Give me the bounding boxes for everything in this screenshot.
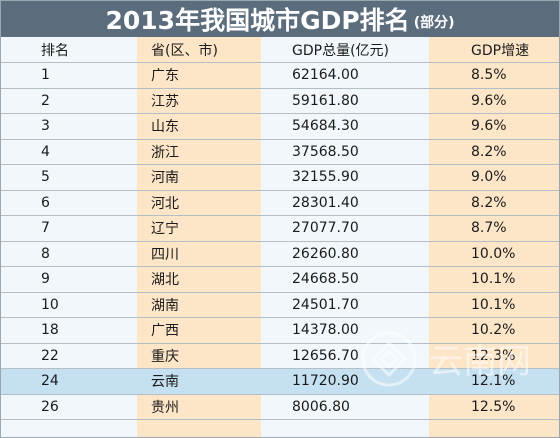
cell-gdp: 8006.80 — [292, 398, 350, 415]
table-row: 22 重庆 12656.70 12.3% — [1, 344, 559, 369]
cell-rank: 18 — [41, 322, 59, 339]
cell-rank: 26 — [41, 398, 59, 415]
cell-growth: 10.1% — [471, 271, 516, 288]
header-rank: 排名 — [41, 42, 69, 59]
title-bar: 2013年我国城市GDP排名 (部分) — [1, 1, 559, 37]
cell-gdp: 54684.30 — [292, 118, 359, 135]
cell-rank: 5 — [41, 169, 50, 186]
cell-region: 四川 — [151, 246, 179, 263]
cell-rank: 2 — [41, 92, 50, 109]
cell-region: 广西 — [151, 323, 179, 340]
cell-region: 浙江 — [151, 144, 179, 161]
cell-gdp: 27077.70 — [292, 220, 359, 237]
cell-rank: 10 — [41, 296, 59, 313]
cell-region: 河南 — [151, 170, 179, 187]
header-gdp: GDP总量(亿元) — [292, 42, 389, 59]
cell-growth: 10.2% — [471, 322, 516, 339]
header-growth: GDP增速 — [471, 42, 530, 59]
cell-region: 辽宁 — [151, 221, 179, 238]
cell-region: 广东 — [151, 68, 179, 85]
table-row: 1 广东 62164.00 8.5% — [1, 63, 559, 89]
cell-gdp: 24668.50 — [292, 271, 359, 288]
cell-region: 贵州 — [151, 399, 179, 416]
cell-growth: 10.0% — [471, 245, 516, 262]
cell-rank: 9 — [41, 271, 50, 288]
cell-rank: 24 — [41, 373, 59, 390]
cell-gdp: 24501.70 — [292, 296, 359, 313]
header-region: 省(区、市) — [151, 42, 218, 59]
cell-gdp: 11720.90 — [292, 373, 359, 390]
table-row: 10 湖南 24501.70 10.1% — [1, 293, 559, 318]
cell-growth: 8.5% — [471, 67, 507, 84]
table-header-row: 排名 省(区、市) GDP总量(亿元) GDP增速 — [1, 37, 559, 63]
cell-gdp: 26260.80 — [292, 245, 359, 262]
cell-rank: 22 — [41, 347, 59, 364]
cell-region: 湖南 — [151, 297, 179, 314]
table-row: 7 辽宁 27077.70 8.7% — [1, 216, 559, 242]
cell-region: 云南 — [151, 374, 179, 391]
page-subtitle: (部分) — [413, 15, 455, 31]
table-row: 26 贵州 8006.80 12.5% — [1, 395, 559, 420]
cell-rank: 6 — [41, 194, 50, 211]
cell-growth: 8.7% — [471, 220, 507, 237]
cell-region: 重庆 — [151, 348, 179, 365]
cell-growth: 8.2% — [471, 143, 507, 160]
cell-growth: 9.0% — [471, 169, 507, 186]
cell-gdp: 14378.00 — [292, 322, 359, 339]
cell-gdp: 62164.00 — [292, 67, 359, 84]
cell-gdp: 12656.70 — [292, 347, 359, 364]
table-row: 18 广西 14378.00 10.2% — [1, 318, 559, 344]
table-body: 1 广东 62164.00 8.5% 2 江苏 59161.80 9.6% 3 山东 54684.3… — [1, 63, 559, 420]
cell-rank: 4 — [41, 143, 50, 160]
table-row: 2 江苏 59161.80 9.6% — [1, 89, 559, 114]
cell-growth: 12.5% — [471, 398, 516, 415]
cell-rank: 7 — [41, 220, 50, 237]
cell-gdp: 37568.50 — [292, 143, 359, 160]
cell-gdp: 32155.90 — [292, 169, 359, 186]
cell-growth: 12.1% — [471, 373, 516, 390]
table-row: 8 四川 26260.80 10.0% — [1, 242, 559, 267]
cell-growth: 8.2% — [471, 194, 507, 211]
cell-growth: 10.1% — [471, 296, 516, 313]
cell-rank: 3 — [41, 118, 50, 135]
cell-growth: 9.6% — [471, 118, 507, 135]
cell-region: 湖北 — [151, 272, 179, 289]
cell-gdp: 59161.80 — [292, 92, 359, 109]
cell-region: 江苏 — [151, 93, 179, 110]
cell-rank: 8 — [41, 245, 50, 262]
cell-gdp: 28301.40 — [292, 194, 359, 211]
table-row: 24 云南 11720.90 12.1% — [1, 369, 559, 395]
table-row: 4 浙江 37568.50 8.2% — [1, 140, 559, 165]
cell-rank: 1 — [41, 67, 50, 84]
gdp-table: 排名 省(区、市) GDP总量(亿元) GDP增速 1 广东 62164.00 8.5… — [1, 37, 559, 420]
table-row: 6 河北 28301.40 8.2% — [1, 191, 559, 216]
page-title: 2013年我国城市GDP排名 — [105, 6, 410, 35]
cell-region: 河北 — [151, 195, 179, 212]
cell-growth: 9.6% — [471, 92, 507, 109]
table-row: 9 湖北 24668.50 10.1% — [1, 267, 559, 293]
table-row: 3 山东 54684.30 9.6% — [1, 114, 559, 140]
cell-growth: 12.3% — [471, 347, 516, 364]
table-row: 5 河南 32155.90 9.0% — [1, 165, 559, 191]
cell-region: 山东 — [151, 119, 179, 136]
